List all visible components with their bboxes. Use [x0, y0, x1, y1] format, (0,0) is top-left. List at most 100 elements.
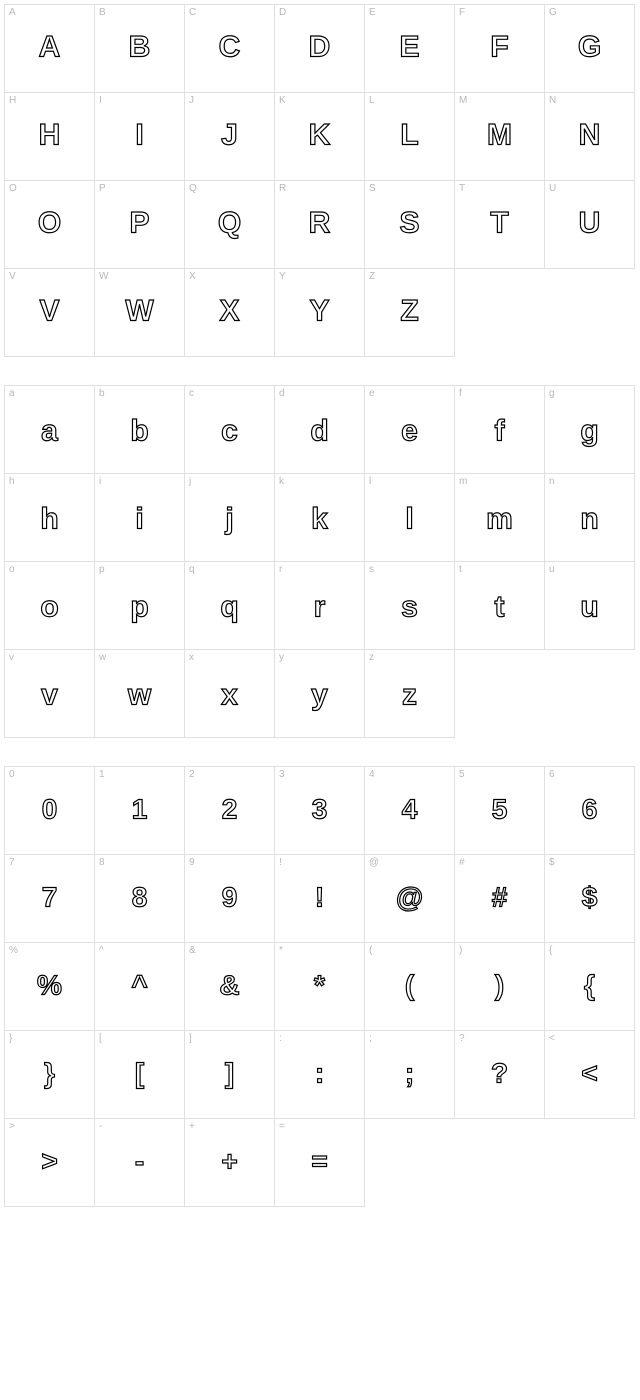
glyph-cell[interactable]: RR: [275, 181, 365, 269]
glyph-cell[interactable]: SS: [365, 181, 455, 269]
glyph-cell[interactable]: QQ: [185, 181, 275, 269]
glyph-cell[interactable]: 99: [185, 855, 275, 943]
glyph-cell[interactable]: &&: [185, 943, 275, 1031]
glyph-cell[interactable]: ww: [95, 650, 185, 738]
glyph-cell[interactable]: $$: [545, 855, 635, 943]
glyph-cell[interactable]: JJ: [185, 93, 275, 181]
glyph-cell[interactable]: KK: [275, 93, 365, 181]
glyph-cell[interactable]: PP: [95, 181, 185, 269]
glyph-cell[interactable]: ==: [275, 1119, 365, 1207]
glyph-cell[interactable]: {{: [545, 943, 635, 1031]
glyph-cell[interactable]: aa: [5, 386, 95, 474]
glyph-cell[interactable]: **: [275, 943, 365, 1031]
cell-label: (: [369, 945, 372, 956]
glyph-cell[interactable]: WW: [95, 269, 185, 357]
glyph-cell[interactable]: 66: [545, 767, 635, 855]
glyph-cell[interactable]: ??: [455, 1031, 545, 1119]
glyph-cell[interactable]: 22: [185, 767, 275, 855]
glyph-cell[interactable]: CC: [185, 5, 275, 93]
glyph-cell[interactable]: MM: [455, 93, 545, 181]
glyph: @: [396, 883, 423, 911]
glyph-cell[interactable]: ;;: [365, 1031, 455, 1119]
glyph-cell[interactable]: <<: [545, 1031, 635, 1119]
glyph-cell[interactable]: [[: [95, 1031, 185, 1119]
cell-label: z: [369, 652, 374, 663]
glyph: H: [39, 120, 61, 150]
glyph-cell[interactable]: dd: [275, 386, 365, 474]
glyph-cell[interactable]: bb: [95, 386, 185, 474]
glyph-cell[interactable]: TT: [455, 181, 545, 269]
glyph-cell[interactable]: VV: [5, 269, 95, 357]
cell-label: x: [189, 652, 194, 663]
glyph-cell[interactable]: ii: [95, 474, 185, 562]
glyph-cell[interactable]: ::: [275, 1031, 365, 1119]
glyph-cell[interactable]: HH: [5, 93, 95, 181]
glyph-cell[interactable]: ##: [455, 855, 545, 943]
glyph: a: [41, 416, 58, 446]
glyph-cell[interactable]: ]]: [185, 1031, 275, 1119]
glyph-cell[interactable]: yy: [275, 650, 365, 738]
cell-label: }: [9, 1033, 12, 1044]
glyph-cell[interactable]: AA: [5, 5, 95, 93]
glyph-cell[interactable]: ll: [365, 474, 455, 562]
glyph-cell[interactable]: xx: [185, 650, 275, 738]
glyph-cell[interactable]: EE: [365, 5, 455, 93]
glyph-cell[interactable]: 44: [365, 767, 455, 855]
glyph: {: [584, 971, 595, 999]
glyph-cell[interactable]: )): [455, 943, 545, 1031]
glyph-cell[interactable]: ee: [365, 386, 455, 474]
glyph-cell[interactable]: vv: [5, 650, 95, 738]
glyph-cell[interactable]: OO: [5, 181, 95, 269]
glyph-cell[interactable]: @@: [365, 855, 455, 943]
glyph-cell[interactable]: ZZ: [365, 269, 455, 357]
glyph-cell[interactable]: ^^: [95, 943, 185, 1031]
glyph-cell[interactable]: cc: [185, 386, 275, 474]
cell-label: {: [549, 945, 552, 956]
cell-label: :: [279, 1033, 282, 1044]
glyph-cell[interactable]: DD: [275, 5, 365, 93]
glyph-cell[interactable]: }}: [5, 1031, 95, 1119]
glyph-cell[interactable]: ++: [185, 1119, 275, 1207]
glyph-cell[interactable]: FF: [455, 5, 545, 93]
glyph-cell[interactable]: ff: [455, 386, 545, 474]
glyph-cell[interactable]: XX: [185, 269, 275, 357]
glyph-cell[interactable]: UU: [545, 181, 635, 269]
glyph-cell[interactable]: II: [95, 93, 185, 181]
cell-label: L: [369, 95, 375, 106]
glyph-cell[interactable]: jj: [185, 474, 275, 562]
glyph-cell[interactable]: uu: [545, 562, 635, 650]
glyph-cell[interactable]: --: [95, 1119, 185, 1207]
glyph-cell[interactable]: NN: [545, 93, 635, 181]
glyph-cell[interactable]: 55: [455, 767, 545, 855]
cell-label: 8: [99, 857, 105, 868]
glyph-cell[interactable]: ss: [365, 562, 455, 650]
glyph-cell[interactable]: rr: [275, 562, 365, 650]
cell-label: $: [549, 857, 555, 868]
glyph-cell[interactable]: nn: [545, 474, 635, 562]
glyph-cell[interactable]: kk: [275, 474, 365, 562]
glyph-cell[interactable]: oo: [5, 562, 95, 650]
glyph-cell[interactable]: LL: [365, 93, 455, 181]
glyph-cell[interactable]: GG: [545, 5, 635, 93]
glyph-cell[interactable]: BB: [95, 5, 185, 93]
glyph-cell[interactable]: YY: [275, 269, 365, 357]
glyph-cell[interactable]: ((: [365, 943, 455, 1031]
glyph-cell[interactable]: 11: [95, 767, 185, 855]
cell-label: ;: [369, 1033, 372, 1044]
glyph-cell[interactable]: hh: [5, 474, 95, 562]
glyph-cell[interactable]: 88: [95, 855, 185, 943]
glyph-cell[interactable]: tt: [455, 562, 545, 650]
glyph-cell[interactable]: !!: [275, 855, 365, 943]
cell-label: b: [99, 388, 105, 399]
glyph-cell[interactable]: 77: [5, 855, 95, 943]
glyph-cell[interactable]: 33: [275, 767, 365, 855]
glyph-cell[interactable]: 00: [5, 767, 95, 855]
glyph-cell[interactable]: >>: [5, 1119, 95, 1207]
glyph-cell[interactable]: qq: [185, 562, 275, 650]
glyph-cell[interactable]: gg: [545, 386, 635, 474]
glyph-cell[interactable]: mm: [455, 474, 545, 562]
glyph: b: [130, 416, 148, 446]
glyph-cell[interactable]: %%: [5, 943, 95, 1031]
glyph-cell[interactable]: zz: [365, 650, 455, 738]
glyph-cell[interactable]: pp: [95, 562, 185, 650]
